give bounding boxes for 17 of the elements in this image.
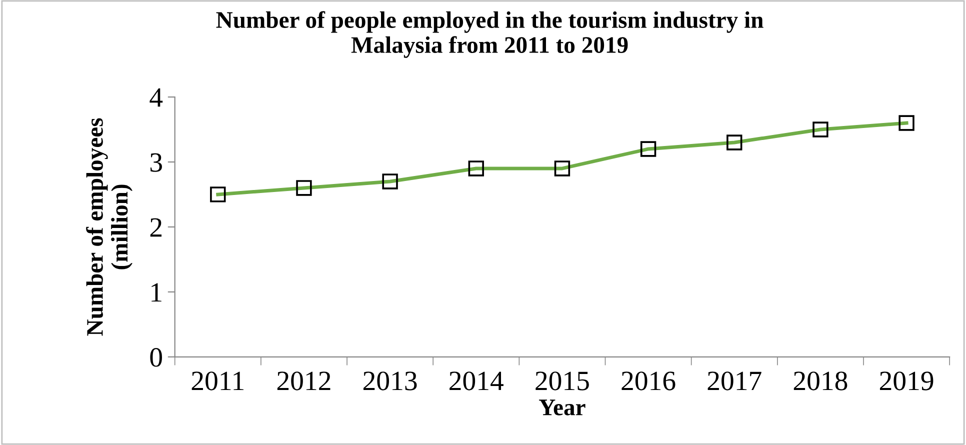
x-tick-label: 2016 [622, 372, 676, 390]
chart-title: Number of people employed in the tourism industry in Malaysia from 2011 to 2019 [216, 11, 764, 58]
y-tick-label: 3 [150, 153, 162, 172]
y-tick-label: 0 [150, 348, 162, 367]
x-tick-label: 2013 [363, 372, 417, 390]
x-tick-label: 2018 [794, 372, 848, 390]
x-tick-label: 2012 [277, 372, 330, 390]
y-axis-title: Number of employees (million) [86, 118, 132, 336]
y-tick-label: 2 [150, 218, 162, 237]
x-tick-label: 2015 [536, 372, 589, 390]
x-tick-label: 2017 [708, 372, 762, 390]
y-tick-label: 1 [152, 283, 162, 302]
x-axis-title: Year [539, 400, 586, 416]
x-tick-label: 2019 [880, 372, 934, 390]
x-tick-label: 2011 [192, 372, 244, 390]
y-tick-label: 4 [150, 88, 163, 107]
x-tick-label: 2014 [450, 372, 504, 390]
